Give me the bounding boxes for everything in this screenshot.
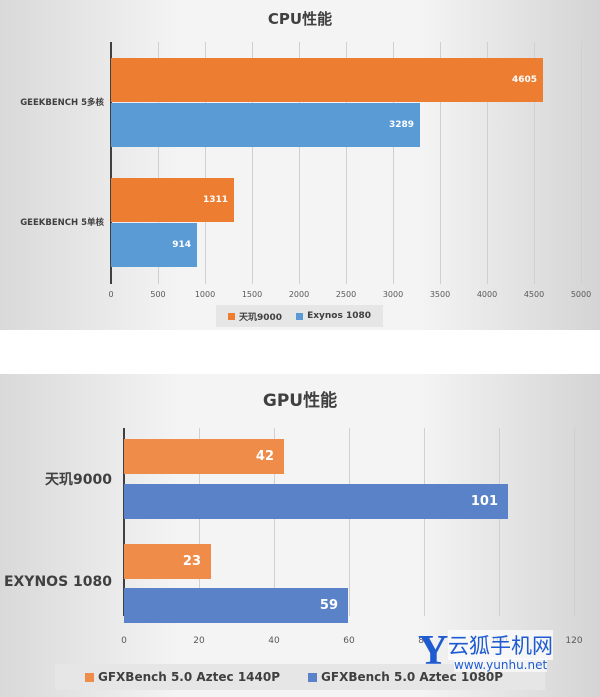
cpu-chart-panel: CPU性能 4605 3289 1311 914 GEEKBENCH 5多核 G… [0, 0, 600, 330]
legend-swatch-orange [85, 672, 94, 682]
gpu-chart-title: GPU性能 [262, 391, 338, 411]
cpu-tick: 2000 [288, 290, 310, 299]
cpu-legend-exynos: Exynos 1080 [307, 311, 372, 321]
cpu-category-singlecore: GEEKBENCH 5单核 [20, 218, 104, 228]
cpu-tick: 3000 [382, 290, 404, 299]
gpu-tick: 40 [268, 636, 280, 646]
cpu-tick: 0 [108, 290, 114, 299]
legend-swatch-blue [296, 312, 304, 320]
legend-swatch-orange [228, 312, 235, 320]
gpu-tick: 20 [193, 636, 205, 646]
gpu-bar-dimensity-1440p: 42 [124, 439, 284, 474]
cpu-bar-multi-exynos: 3289 [111, 103, 420, 147]
cpu-tick: 4000 [476, 290, 498, 299]
gpu-legend-1080p: GFXBench 5.0 Aztec 1080P [321, 670, 504, 684]
gpu-tick: 0 [121, 636, 127, 646]
gpu-bar-exynos-1440p: 23 [124, 544, 211, 579]
watermark-brand: 云狐手机网 [448, 630, 553, 660]
watermark-y-logo-icon: Y [418, 628, 449, 674]
gpu-tick: 120 [565, 636, 583, 646]
cpu-tick: 1500 [241, 290, 263, 299]
cpu-legend-dimensity: 天玑9000 [239, 312, 283, 323]
gpu-bar-exynos-1080p: 59 [124, 588, 348, 623]
gpu-y-axis [123, 428, 125, 616]
cpu-y-axis [110, 42, 112, 284]
gpu-category-exynos: EXYNOS 1080 [3, 574, 112, 590]
legend-swatch-blue [308, 672, 318, 682]
cpu-legend: 天玑9000 Exynos 1080 [216, 305, 384, 327]
cpu-category-multicore: GEEKBENCH 5多核 [20, 98, 104, 108]
cpu-tick: 5000 [570, 290, 592, 299]
gpu-plot-area [124, 428, 575, 616]
cpu-bar-single-exynos: 914 [111, 223, 197, 267]
watermark-url: www.yunhu.net [454, 658, 548, 672]
cpu-tick: 500 [150, 290, 166, 299]
gpu-tick: 60 [343, 636, 355, 646]
cpu-bar-multi-dimensity: 4605 [111, 58, 543, 102]
gpu-category-dimensity: 天玑9000 [45, 472, 112, 488]
gpu-tick: 80 [418, 636, 430, 646]
cpu-plot-area [111, 42, 582, 284]
gpu-bar-dimensity-1080p: 101 [124, 484, 508, 519]
cpu-bar-single-dimensity: 1311 [111, 178, 234, 222]
watermark: Y 云狐手机网 www.yunhu.net [418, 628, 598, 678]
gpu-legend-1440p: GFXBench 5.0 Aztec 1440P [98, 670, 281, 684]
cpu-tick: 4500 [523, 290, 545, 299]
cpu-chart-title: CPU性能 [267, 10, 333, 28]
cpu-tick: 3500 [429, 290, 451, 299]
cpu-tick: 1000 [194, 290, 216, 299]
cpu-tick: 2500 [335, 290, 357, 299]
